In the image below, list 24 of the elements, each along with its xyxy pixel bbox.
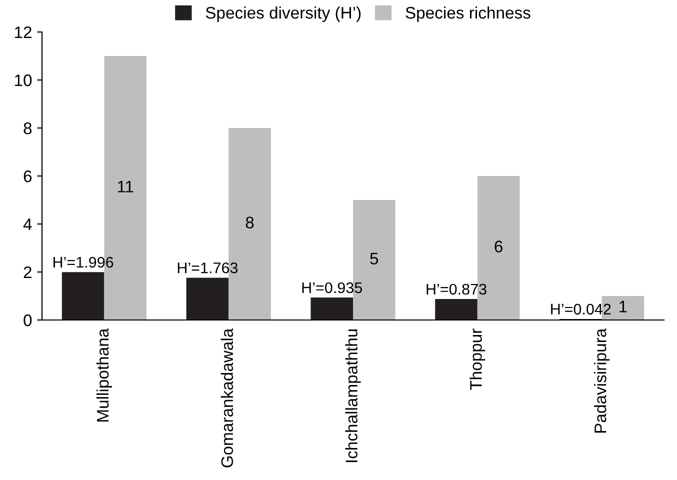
y-tick-label: 6 (24, 170, 32, 182)
data-label: H’=0.935 (302, 282, 362, 294)
data-label: H’=0.873 (426, 284, 486, 295)
data-label: H’=1.763 (178, 262, 238, 274)
y-tick-label: 12 (15, 26, 32, 38)
data-label: H’=0.042 (551, 304, 611, 315)
legend-label: Species richness (406, 6, 530, 22)
x-tick-label: Gomarankadawala (220, 328, 234, 468)
y-tick-label: 2 (24, 266, 32, 278)
y-tick-label: 8 (24, 122, 32, 134)
y-tick-label: 0 (24, 314, 32, 326)
y-tick-label: 10 (15, 74, 32, 86)
legend-label: Species diversity (H’) (206, 6, 361, 22)
y-tick-label: 4 (23, 218, 32, 230)
x-tick-label: Padavisiripura (594, 328, 610, 433)
data-label: 6 (494, 240, 502, 252)
data-label: 1 (620, 300, 627, 312)
data-label: H’=1.996 (54, 256, 114, 268)
x-tick-label: Mullipothana (96, 328, 112, 422)
data-label: 11 (118, 180, 134, 192)
data-label: 5 (370, 252, 378, 264)
x-tick-label: Ichchallampaththu (345, 329, 361, 462)
data-label: 8 (246, 216, 254, 228)
x-tick-label: Thoppur (470, 328, 486, 390)
